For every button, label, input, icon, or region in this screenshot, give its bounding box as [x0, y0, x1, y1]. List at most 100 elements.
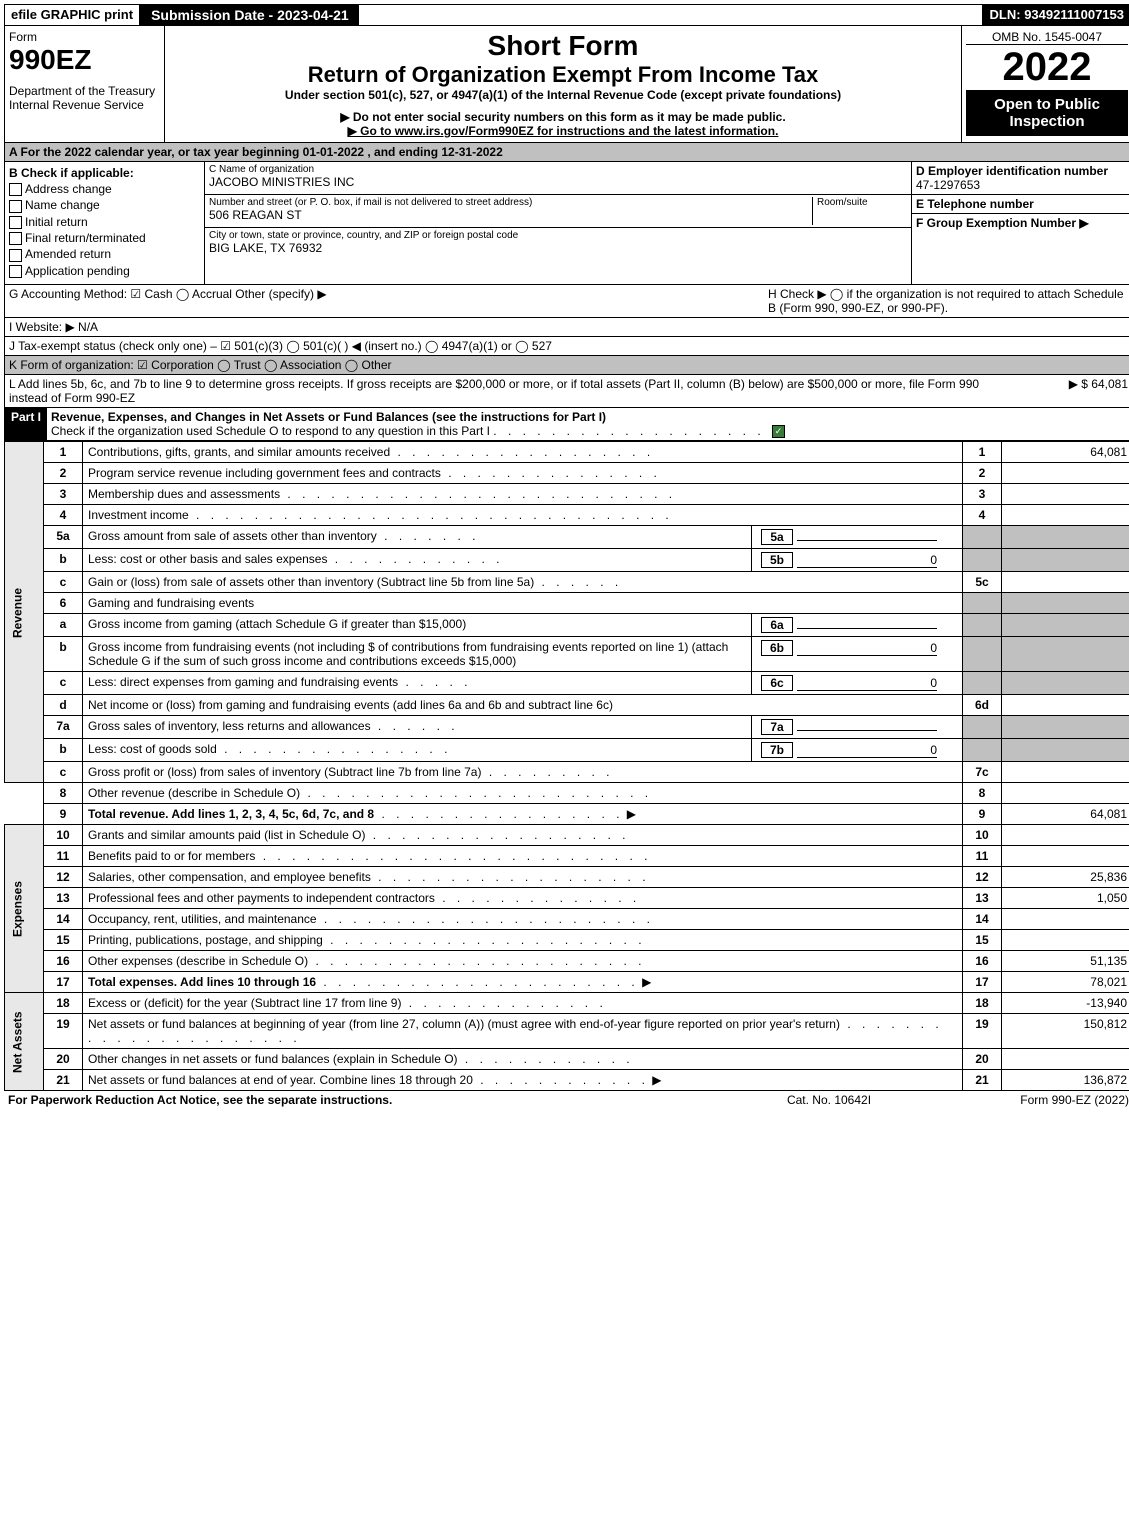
l-row: L Add lines 5b, 6c, and 7b to line 9 to … [4, 375, 1129, 408]
header-right: OMB No. 1545-0047 2022 Open to Public In… [962, 26, 1129, 142]
line-15: 15 Printing, publications, postage, and … [5, 930, 1129, 951]
checkbox-icon[interactable] [9, 265, 22, 278]
line-6d: d Net income or (loss) from gaming and f… [5, 695, 1129, 716]
c-name-label: C Name of organization [209, 164, 907, 175]
line-11: 11 Benefits paid to or for members . . .… [5, 846, 1129, 867]
line-18: Net Assets 18 Excess or (deficit) for th… [5, 993, 1129, 1014]
omb-number: OMB No. 1545-0047 [966, 30, 1128, 45]
under-section: Under section 501(c), 527, or 4947(a)(1)… [169, 88, 957, 102]
checkbox-application-pending[interactable]: Application pending [9, 264, 200, 278]
info-grid: B Check if applicable: Address change Na… [4, 162, 1129, 285]
ssn-warning: ▶ Do not enter social security numbers o… [169, 110, 957, 124]
k-row: K Form of organization: ☑ Corporation ◯ … [4, 356, 1129, 375]
line-14: 14 Occupancy, rent, utilities, and maint… [5, 909, 1129, 930]
schedule-o-checkbox-icon[interactable]: ✓ [772, 425, 785, 438]
section-b: B Check if applicable: Address change Na… [5, 162, 205, 284]
checkbox-icon[interactable] [9, 249, 22, 262]
checkbox-name-change[interactable]: Name change [9, 198, 200, 212]
section-c: C Name of organization JACOBO MINISTRIES… [205, 162, 912, 284]
i-row: I Website: ▶ N/A [4, 318, 1129, 337]
part1-table: Revenue 1 Contributions, gifts, grants, … [4, 441, 1129, 1091]
line-21: 21 Net assets or fund balances at end of… [5, 1070, 1129, 1091]
form-of-org: K Form of organization: ☑ Corporation ◯ … [9, 358, 392, 372]
form-word: Form [9, 30, 160, 44]
line-10: Expenses 10 Grants and similar amounts p… [5, 825, 1129, 846]
line-5c: c Gain or (loss) from sale of assets oth… [5, 572, 1129, 593]
line-12: 12 Salaries, other compensation, and emp… [5, 867, 1129, 888]
header-left: Form 990EZ Department of the Treasury In… [5, 26, 165, 142]
checkbox-initial-return[interactable]: Initial return [9, 215, 200, 229]
line-1: Revenue 1 Contributions, gifts, grants, … [5, 442, 1129, 463]
checkbox-address-change[interactable]: Address change [9, 182, 200, 196]
l-amount: ▶ $ 64,081 [1008, 377, 1128, 405]
return-title: Return of Organization Exempt From Incom… [169, 62, 957, 88]
section-d: D Employer identification number 47-1297… [912, 162, 1129, 195]
g-h-row: G Accounting Method: ☑ Cash ◯ Accrual Ot… [4, 285, 1129, 318]
line-19: 19 Net assets or fund balances at beginn… [5, 1014, 1129, 1049]
line-5b: b Less: cost or other basis and sales ex… [5, 549, 1129, 572]
room-label: Room/suite [817, 197, 907, 208]
checkbox-amended-return[interactable]: Amended return [9, 247, 200, 261]
goto-link[interactable]: ▶ Go to www.irs.gov/Form990EZ for instru… [169, 124, 957, 138]
line-7c: c Gross profit or (loss) from sales of i… [5, 762, 1129, 783]
form-header: Form 990EZ Department of the Treasury In… [4, 26, 1129, 143]
efile-label: efile GRAPHIC print [5, 5, 141, 25]
city-label: City or town, state or province, country… [209, 230, 907, 241]
line-17: 17 Total expenses. Add lines 10 through … [5, 972, 1129, 993]
section-f: F Group Exemption Number ▶ [912, 214, 1129, 232]
submission-date: Submission Date - 2023-04-21 [141, 5, 359, 25]
short-form-title: Short Form [169, 30, 957, 62]
ein-value: 47-1297653 [916, 178, 980, 192]
dots: . . . . . . . . . . . . . . . . . . . [493, 424, 772, 438]
b-label: B Check if applicable: [9, 166, 134, 180]
page-footer: For Paperwork Reduction Act Notice, see … [4, 1091, 1129, 1109]
line-8: 8 Other revenue (describe in Schedule O)… [5, 783, 1129, 804]
expenses-side-label: Expenses [5, 825, 44, 993]
f-label: F Group Exemption Number ▶ [916, 216, 1089, 230]
netassets-side-label: Net Assets [5, 993, 44, 1091]
revenue-side-label: Revenue [5, 442, 44, 783]
checkbox-icon[interactable] [9, 232, 22, 245]
line-6b: b Gross income from fundraising events (… [5, 637, 1129, 672]
line-6c: c Less: direct expenses from gaming and … [5, 672, 1129, 695]
line-9: 9 Total revenue. Add lines 1, 2, 3, 4, 5… [5, 804, 1129, 825]
tax-year: 2022 [966, 45, 1128, 90]
e-label: E Telephone number [916, 197, 1034, 211]
form-number: 990EZ [9, 44, 160, 76]
checkbox-icon[interactable] [9, 200, 22, 213]
checkbox-icon[interactable] [9, 183, 22, 196]
top-bar: efile GRAPHIC print Submission Date - 20… [4, 4, 1129, 26]
line-3: 3 Membership dues and assessments . . . … [5, 484, 1129, 505]
form-footer: Form 990-EZ (2022) [929, 1093, 1129, 1107]
line-13: 13 Professional fees and other payments … [5, 888, 1129, 909]
j-row: J Tax-exempt status (check only one) – ☑… [4, 337, 1129, 356]
inspection-box: Open to Public Inspection [966, 90, 1128, 136]
header-center: Short Form Return of Organization Exempt… [165, 26, 962, 142]
part1-title: Revenue, Expenses, and Changes in Net As… [51, 410, 606, 424]
spacer [359, 5, 982, 25]
row-a-taxyear: A For the 2022 calendar year, or tax yea… [4, 143, 1129, 162]
line-16: 16 Other expenses (describe in Schedule … [5, 951, 1129, 972]
line-4: 4 Investment income . . . . . . . . . . … [5, 505, 1129, 526]
street-row: Number and street (or P. O. box, if mail… [205, 195, 911, 228]
line-2: 2 Program service revenue including gove… [5, 463, 1129, 484]
checkbox-icon[interactable] [9, 216, 22, 229]
paperwork-notice: For Paperwork Reduction Act Notice, see … [8, 1093, 729, 1107]
d-label: D Employer identification number [916, 164, 1108, 178]
tax-exempt-status: J Tax-exempt status (check only one) – ☑… [9, 339, 552, 353]
line-6: 6 Gaming and fundraising events [5, 593, 1129, 614]
part1-tab: Part I [5, 408, 47, 440]
city-row: City or town, state or province, country… [205, 228, 911, 260]
checkbox-final-return[interactable]: Final return/terminated [9, 231, 200, 245]
line-6a: a Gross income from gaming (attach Sched… [5, 614, 1129, 637]
dln-label: DLN: 93492111007153 [982, 5, 1129, 25]
part1-header-row: Part I Revenue, Expenses, and Changes in… [4, 408, 1129, 441]
h-check: H Check ▶ ◯ if the organization is not r… [768, 287, 1128, 315]
street-value: 506 REAGAN ST [209, 208, 812, 222]
website-value: I Website: ▶ N/A [9, 320, 98, 334]
line-20: 20 Other changes in net assets or fund b… [5, 1049, 1129, 1070]
line-7b: b Less: cost of goods sold . . . . . . .… [5, 739, 1129, 762]
department-label: Department of the Treasury Internal Reve… [9, 84, 160, 112]
line-5a: 5a Gross amount from sale of assets othe… [5, 526, 1129, 549]
line-7a: 7a Gross sales of inventory, less return… [5, 716, 1129, 739]
